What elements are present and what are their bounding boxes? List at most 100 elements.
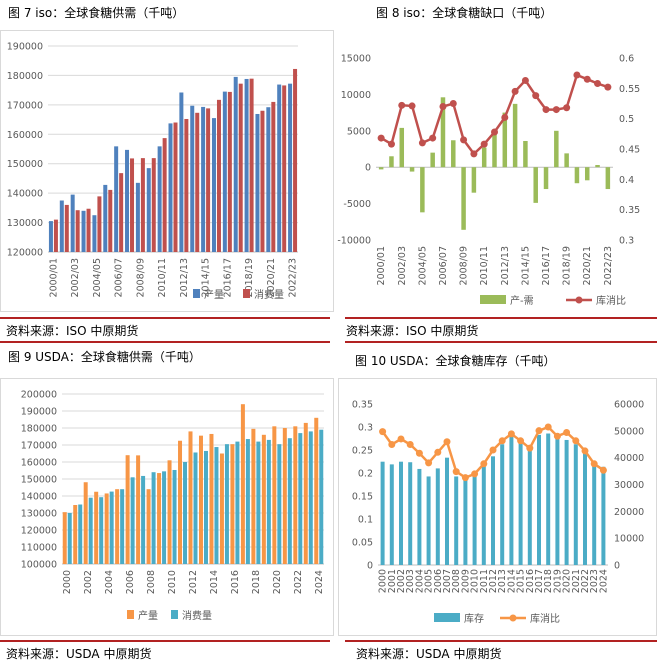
c8-ytick-label: 15000 xyxy=(341,54,371,65)
c10-bar-a xyxy=(500,444,505,565)
c7-xtick-label: 2020/21 xyxy=(266,258,277,297)
c10-xtick-label: 2011 xyxy=(479,569,490,593)
c8-bar-a xyxy=(533,167,538,203)
c8-legend-swatch xyxy=(480,295,506,304)
c10-bar-a xyxy=(555,435,560,565)
chart7-border xyxy=(0,30,334,312)
c8-bar-a xyxy=(584,167,590,181)
c7-bar-b xyxy=(151,158,156,252)
c7-bar-b xyxy=(238,83,243,252)
c9-xtick-label: 2018 xyxy=(251,570,262,594)
c8-bar-a xyxy=(554,130,559,168)
c9-bar-a xyxy=(83,482,88,564)
c8-line-point xyxy=(480,140,488,148)
c10-bar-a xyxy=(481,464,486,565)
c10-xtick-label: 2003 xyxy=(405,569,416,593)
c8-y2tick-label: 0.55 xyxy=(619,84,640,95)
c9-bar-b xyxy=(88,497,93,564)
c9-bar-a xyxy=(209,433,214,564)
c8-line-point xyxy=(418,139,426,147)
c10-bar-a xyxy=(518,440,523,565)
c8-xtick-label: 2020/21 xyxy=(582,246,593,285)
c7-bar-a xyxy=(135,182,140,252)
c8-line-point xyxy=(604,83,612,91)
c10-xtick-label: 2007 xyxy=(442,569,453,593)
c9-ytick-label: 120000 xyxy=(21,526,57,537)
c9-bar-b xyxy=(235,441,240,564)
c10-legend-marker xyxy=(509,614,517,622)
c10-legend-label: 库存 xyxy=(464,612,484,625)
c8-ytick-label: 5000 xyxy=(347,126,371,137)
c10-line-point xyxy=(379,428,387,436)
c8-bar-a xyxy=(564,153,569,168)
c10-xtick-label: 2016 xyxy=(525,569,536,593)
c10-line-point xyxy=(498,437,506,445)
chart7-source: 资料来源：ISO 中原期货 xyxy=(6,324,139,338)
c8-ytick-label: -5000 xyxy=(343,199,371,210)
c9-bar-a xyxy=(230,444,235,564)
c9-ytick-label: 140000 xyxy=(21,492,57,503)
c8-bar-a xyxy=(420,167,425,213)
c9-legend-swatch xyxy=(127,610,134,619)
c9-xtick-label: 2012 xyxy=(188,570,199,594)
c9-bar-b xyxy=(287,438,292,564)
c10-xtick-label: 2021 xyxy=(571,569,582,593)
c9-ytick-label: 170000 xyxy=(21,441,57,452)
c8-bar-a xyxy=(409,167,415,172)
c10-bar-a xyxy=(408,462,413,565)
c9-xtick-label: 2022 xyxy=(293,570,304,594)
c8-line-point xyxy=(594,79,602,87)
c10-xtick-label: 2006 xyxy=(433,569,444,593)
c9-bar-b xyxy=(151,472,156,564)
c10-ytick-label: 0.3 xyxy=(358,423,373,434)
c7-xtick-label: 2002/03 xyxy=(70,258,81,297)
c7-xtick-label: 2014/15 xyxy=(201,258,212,297)
c9-bar-a xyxy=(73,505,78,564)
c7-bar-a xyxy=(92,215,97,252)
c7-bar-b xyxy=(293,68,298,252)
c8-line-point xyxy=(398,101,406,109)
c10-y2tick-label: 30000 xyxy=(614,480,644,491)
c7-xtick-label: 2012/13 xyxy=(179,258,190,297)
c8-xtick-label: 2010/11 xyxy=(479,246,490,285)
c7-bar-a xyxy=(244,78,249,253)
c10-line-point xyxy=(406,440,414,448)
c10-xtick-label: 2019 xyxy=(552,569,563,593)
c10-line-point xyxy=(489,446,497,454)
c7-ytick-label: 140000 xyxy=(7,189,43,200)
c10-xtick-label: 2023 xyxy=(589,569,600,593)
c8-xtick-label: 2018/19 xyxy=(562,246,573,285)
c8-bar-a xyxy=(430,152,435,168)
c7-bar-a xyxy=(211,118,216,252)
c7-ytick-label: 120000 xyxy=(7,248,43,259)
c10-xtick-label: 2017 xyxy=(534,569,545,593)
c9-bar-b xyxy=(141,475,146,564)
c7-bar-b xyxy=(271,101,276,253)
c9-ytick-label: 180000 xyxy=(21,424,57,435)
c9-bar-a xyxy=(198,435,203,564)
c10-line-point xyxy=(581,447,589,455)
c9-bar-b xyxy=(245,439,250,564)
c10-line-point xyxy=(572,437,580,445)
c8-xtick-label: 2008/09 xyxy=(459,246,470,285)
c9-bar-b xyxy=(308,431,313,564)
c9-bar-b xyxy=(298,433,303,564)
c9-bar-a xyxy=(125,455,130,564)
c8-bar-a xyxy=(605,167,611,190)
c9-xtick-label: 2020 xyxy=(272,570,283,594)
c9-legend-label: 消费量 xyxy=(182,609,212,622)
c7-bar-a xyxy=(201,106,206,252)
c8-y2tick-label: 0.45 xyxy=(619,145,640,156)
c9-legend-label: 产量 xyxy=(138,609,158,622)
c10-xtick-label: 2018 xyxy=(543,569,554,593)
c10-bar-a xyxy=(472,474,477,565)
c8-bar-a xyxy=(512,103,518,168)
c10-bar-a xyxy=(527,446,532,565)
c9-bar-b xyxy=(162,471,167,564)
c10-bar-a xyxy=(546,433,551,565)
c9-bar-a xyxy=(157,473,162,564)
c7-ytick-label: 160000 xyxy=(7,130,43,141)
c9-xtick-label: 2014 xyxy=(209,570,220,594)
c8-line-point xyxy=(583,75,591,83)
c10-xtick-label: 2004 xyxy=(414,569,425,593)
